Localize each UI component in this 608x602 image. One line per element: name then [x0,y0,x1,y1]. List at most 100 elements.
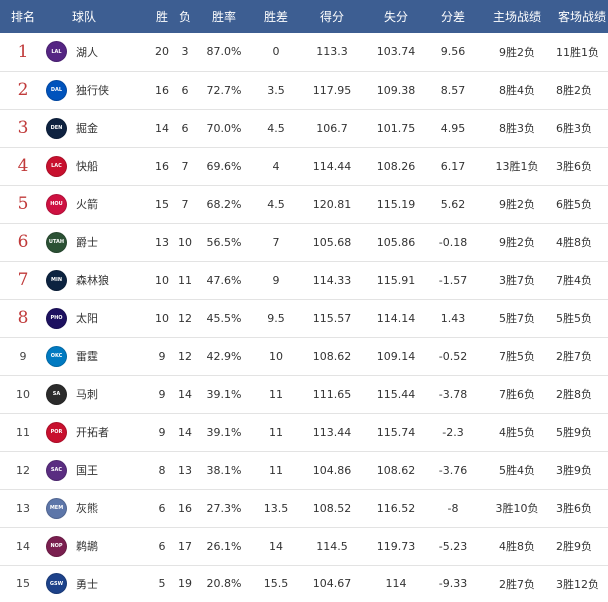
diff-cell: -8 [447,501,459,515]
team-name[interactable]: 火箭 [76,198,98,211]
rank-cell: 9 [19,349,27,363]
table-row[interactable]: 3 DEN 掘金 14 6 70.0% 4.5 106.7 101.75 4.9… [0,109,608,147]
header-rank[interactable]: 排名 [10,10,35,24]
away-record-cell: 5胜5负 [556,312,592,325]
wins-cell: 6 [158,501,166,515]
pa-cell: 119.73 [376,539,416,553]
away-record-cell: 2胜7负 [556,350,592,363]
team-cell[interactable]: OKC 雷霆 [46,337,150,375]
table-body: 1 LAL 湖人 20 3 87.0% 0 113.3 103.74 9.5 6 … [0,33,608,602]
team-cell[interactable]: UTAH 爵士 [46,223,150,261]
pf-cell: 114.5 [316,539,348,553]
team-name[interactable]: 鹈鹕 [76,540,98,553]
away-record-cell: 11胜1负 [556,45,599,59]
header-gb[interactable]: 胜差 [263,10,288,24]
table-row[interactable]: 2 DAL 独行侠 16 6 72.7% 3.5 117.95 109.38 8… [0,71,608,109]
table-row[interactable]: 5 HOU 火箭 15 7 68.2% 4.5 120.81 115.19 5.… [0,185,608,223]
team-name[interactable]: 快船 [76,160,98,173]
table-row[interactable]: 12 SAC 国王 8 13 38.1% 11 104.86 108.62 -3… [0,451,608,489]
team-cell[interactable]: POR 开拓者 [46,413,150,451]
table-row[interactable]: 9 OKC 雷霆 9 12 42.9% 10 108.62 109.14 -0.… [0,337,608,375]
wins-cell: 6 [158,539,166,553]
team-name[interactable]: 马刺 [76,388,98,401]
away-record-cell: 2胜8负 [556,388,592,401]
table-row[interactable]: 8 PHO 太阳 10 12 45.5% 9.5 115.57 114.14 1… [0,299,608,337]
pa-cell: 108.62 [376,463,416,477]
team-cell[interactable]: SAC 国王 [46,451,150,489]
pf-cell: 105.68 [312,235,352,249]
team-name[interactable]: 国王 [76,464,98,477]
table-row[interactable]: 7 MIN 森林狼 10 11 47.6% 9 114.33 115.91 -1… [0,261,608,299]
team-logo-icon: DAL [46,79,67,101]
pf-cell: 115.57 [312,311,352,325]
team-name[interactable]: 灰熊 [76,502,98,515]
team-cell[interactable]: MIN 森林狼 [46,261,150,299]
away-record-cell: 3胜9负 [556,464,592,477]
team-cell[interactable]: GSW 勇士 [46,565,150,602]
table-row[interactable]: 10 SA 马刺 9 14 39.1% 11 111.65 115.44 -3.… [0,375,608,413]
table-row[interactable]: 14 NOP 鹈鹕 6 17 26.1% 14 114.5 119.73 -5.… [0,527,608,565]
team-cell[interactable]: LAL 湖人 [46,33,150,71]
pct-cell: 68.2% [206,197,242,211]
losses-cell: 11 [178,273,192,287]
table-row[interactable]: 13 MEM 灰熊 6 16 27.3% 13.5 108.52 116.52 … [0,489,608,527]
team-name[interactable]: 开拓者 [76,426,109,439]
header-losses[interactable]: 负 [178,10,191,24]
diff-cell: -0.18 [438,235,468,249]
team-name[interactable]: 太阳 [76,312,98,325]
table-row[interactable]: 4 LAC 快船 16 7 69.6% 4 114.44 108.26 6.17… [0,147,608,185]
away-record-cell: 7胜4负 [556,274,592,287]
pct-cell: 87.0% [206,45,242,59]
team-name[interactable]: 勇士 [76,577,98,591]
team-cell[interactable]: DAL 独行侠 [46,71,150,109]
team-cell[interactable]: LAC 快船 [46,147,150,185]
team-logo-icon: DEN [46,117,67,139]
team-cell[interactable]: DEN 掘金 [46,109,150,147]
rank-cell: 4 [17,156,29,176]
team-name[interactable]: 独行侠 [76,84,109,97]
gb-cell: 9 [272,273,280,287]
team-cell[interactable]: PHO 太阳 [46,299,150,337]
team-name[interactable]: 湖人 [76,45,98,59]
header-wins[interactable]: 胜 [155,10,168,24]
team-cell[interactable]: MEM 灰熊 [46,489,150,527]
away-record-cell: 6胜5负 [556,198,592,211]
diff-cell: -5.23 [438,539,468,553]
team-cell[interactable]: HOU 火箭 [46,185,150,223]
header-away[interactable]: 客场战绩 [557,10,606,24]
away-record-cell: 4胜8负 [556,236,592,249]
header-home[interactable]: 主场战绩 [492,10,541,24]
pf-cell: 113.3 [316,45,348,59]
table-row[interactable]: 11 POR 开拓者 9 14 39.1% 11 113.44 115.74 -… [0,413,608,451]
wins-cell: 9 [158,387,166,401]
team-name[interactable]: 掘金 [76,122,98,135]
home-record-cell: 2胜7负 [499,577,535,591]
team-cell[interactable]: SA 马刺 [46,375,150,413]
away-record-cell: 6胜3负 [556,122,592,135]
pct-cell: 39.1% [206,387,242,401]
rank-cell: 1 [17,41,29,62]
table-row[interactable]: 15 GSW 勇士 5 19 20.8% 15.5 104.67 114 -9.… [0,565,608,602]
pa-cell: 115.44 [376,387,416,401]
gb-cell: 11 [269,425,283,439]
table-row[interactable]: 1 LAL 湖人 20 3 87.0% 0 113.3 103.74 9.56 … [0,33,608,71]
team-name[interactable]: 爵士 [76,236,98,249]
team-name[interactable]: 森林狼 [76,274,109,287]
team-name[interactable]: 雷霆 [76,350,98,363]
table-row[interactable]: 6 UTAH 爵士 13 10 56.5% 7 105.68 105.86 -0… [0,223,608,261]
pct-cell: 39.1% [206,425,242,439]
header-pct[interactable]: 胜率 [211,10,236,24]
wins-cell: 8 [158,463,166,477]
pa-cell: 101.75 [376,121,416,135]
team-logo-icon: NOP [46,535,67,557]
pa-cell: 109.38 [376,83,416,97]
header-team[interactable]: 球队 [72,10,97,24]
team-cell[interactable]: NOP 鹈鹕 [46,527,150,565]
header-pa[interactable]: 失分 [383,10,408,24]
pct-cell: 27.3% [206,501,242,515]
header-diff[interactable]: 分差 [440,10,465,24]
rank-cell: 8 [17,308,29,328]
team-logo-icon: OKC [46,345,67,367]
header-pf[interactable]: 得分 [319,10,344,24]
gb-cell: 9.5 [267,311,285,325]
